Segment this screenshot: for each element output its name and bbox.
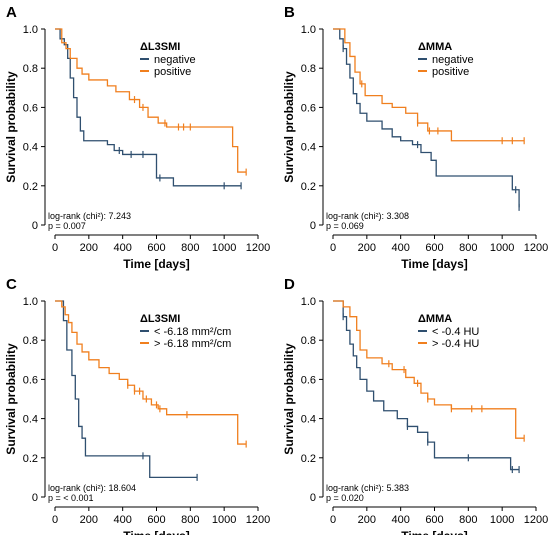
y-axis-title: Survival probability	[282, 343, 296, 455]
y-tick-label: 0.8	[23, 335, 38, 347]
panel-label: B	[284, 4, 295, 21]
y-tick-label: 0.8	[301, 63, 316, 75]
km-panel-d: D 0 0.2 0.4 0.6 0.8 1.0 0 200 400 600 800 1000 1200 Ti…	[282, 276, 548, 535]
p-value: p = < 0.001	[48, 493, 94, 503]
y-tick-label: 0.6	[301, 102, 316, 114]
x-tick-label: 0	[52, 514, 58, 526]
legend-label: > -6.18 mm²/cm	[154, 338, 231, 350]
legend-title: ΔMMA	[418, 41, 452, 53]
x-tick-label: 0	[330, 514, 336, 526]
legend-label: positive	[154, 66, 191, 78]
x-tick-label: 600	[147, 514, 165, 526]
legend-label: negative	[432, 54, 474, 66]
x-tick-label: 200	[80, 242, 98, 254]
legend-label: positive	[432, 66, 469, 78]
y-tick-label: 0	[32, 220, 38, 232]
legend-label: < -6.18 mm²/cm	[154, 326, 231, 338]
y-tick-label: 0.8	[301, 335, 316, 347]
y-tick-label: 1.0	[23, 24, 38, 36]
p-value: p = 0.020	[326, 493, 364, 503]
y-tick-label: 0.2	[23, 181, 38, 193]
x-tick-label: 1200	[524, 514, 548, 526]
x-axis-title: Time [days]	[401, 257, 467, 271]
legend-label: < -0.4 HU	[432, 326, 479, 338]
x-tick-label: 1000	[490, 242, 514, 254]
x-tick-label: 600	[147, 242, 165, 254]
survival-curve-orange	[333, 300, 525, 439]
y-tick-label: 0.4	[301, 142, 316, 154]
survival-curve-orange	[55, 28, 247, 173]
survival-curve-blue	[55, 300, 198, 479]
y-tick-label: 0	[310, 220, 316, 232]
legend-title: ΔL3SMI	[140, 41, 180, 53]
km-panel-a: A 0 0.2 0.4 0.6 0.8 1.0 0 200 400 600 800 1000 1200 Ti…	[4, 4, 270, 271]
x-tick-label: 800	[181, 242, 199, 254]
x-tick-label: 0	[52, 242, 58, 254]
legend-title: ΔL3SMI	[140, 313, 180, 325]
x-tick-label: 400	[391, 242, 409, 254]
survival-curve-orange	[333, 28, 525, 142]
y-tick-label: 0.6	[301, 374, 316, 386]
legend-label: > -0.4 HU	[432, 338, 479, 350]
p-value: p = 0.007	[48, 221, 86, 231]
x-tick-label: 800	[181, 514, 199, 526]
x-tick-label: 400	[113, 514, 131, 526]
y-tick-label: 0.4	[23, 142, 38, 154]
x-tick-label: 400	[391, 514, 409, 526]
x-tick-label: 800	[459, 242, 477, 254]
x-tick-label: 600	[425, 242, 443, 254]
x-axis-title: Time [days]	[123, 257, 189, 271]
y-tick-label: 0.4	[23, 414, 38, 426]
y-tick-label: 0.4	[301, 414, 316, 426]
km-panel-c: C 0 0.2 0.4 0.6 0.8 1.0 0 200 400 600 800 1000 1200 Ti…	[4, 276, 270, 535]
y-tick-label: 0.8	[23, 63, 38, 75]
y-tick-label: 0.2	[23, 453, 38, 465]
logrank-stat: log-rank (chi²): 3.308	[326, 211, 409, 221]
x-tick-label: 1000	[212, 514, 236, 526]
panel-label: C	[6, 276, 17, 293]
logrank-stat: log-rank (chi²): 5.383	[326, 483, 409, 493]
x-tick-label: 800	[459, 514, 477, 526]
x-tick-label: 0	[330, 242, 336, 254]
x-tick-label: 400	[113, 242, 131, 254]
panel-label: A	[6, 4, 17, 21]
y-tick-label: 1.0	[301, 24, 316, 36]
legend-title: ΔMMA	[418, 313, 452, 325]
x-axis-title: Time [days]	[401, 529, 467, 535]
y-tick-label: 1.0	[301, 296, 316, 308]
y-axis-title: Survival probability	[4, 343, 18, 455]
survival-curve-blue	[333, 28, 520, 208]
y-axis-title: Survival probability	[282, 71, 296, 183]
logrank-stat: log-rank (chi²): 18.604	[48, 483, 136, 493]
y-tick-label: 0	[32, 492, 38, 504]
y-tick-label: 0.2	[301, 181, 316, 193]
x-tick-label: 1200	[524, 242, 548, 254]
y-axis-title: Survival probability	[4, 71, 18, 183]
x-tick-label: 1000	[490, 514, 514, 526]
y-tick-label: 1.0	[23, 296, 38, 308]
x-axis-title: Time [days]	[123, 529, 189, 535]
km-panel-b: B 0 0.2 0.4 0.6 0.8 1.0 0 200 400 600 800 1000 1200 Ti…	[282, 4, 548, 271]
x-tick-label: 200	[80, 514, 98, 526]
x-tick-label: 200	[358, 242, 376, 254]
survival-curve-orange	[55, 300, 247, 445]
x-tick-label: 200	[358, 514, 376, 526]
y-tick-label: 0.6	[23, 102, 38, 114]
logrank-stat: log-rank (chi²): 7.243	[48, 211, 131, 221]
x-tick-label: 1000	[212, 242, 236, 254]
x-tick-label: 1200	[246, 242, 270, 254]
survival-curve-blue	[333, 300, 520, 471]
x-tick-label: 600	[425, 514, 443, 526]
p-value: p = 0.069	[326, 221, 364, 231]
y-tick-label: 0.2	[301, 453, 316, 465]
panel-label: D	[284, 276, 295, 293]
x-tick-label: 1200	[246, 514, 270, 526]
legend-label: negative	[154, 54, 196, 66]
y-tick-label: 0	[310, 492, 316, 504]
y-tick-label: 0.6	[23, 374, 38, 386]
